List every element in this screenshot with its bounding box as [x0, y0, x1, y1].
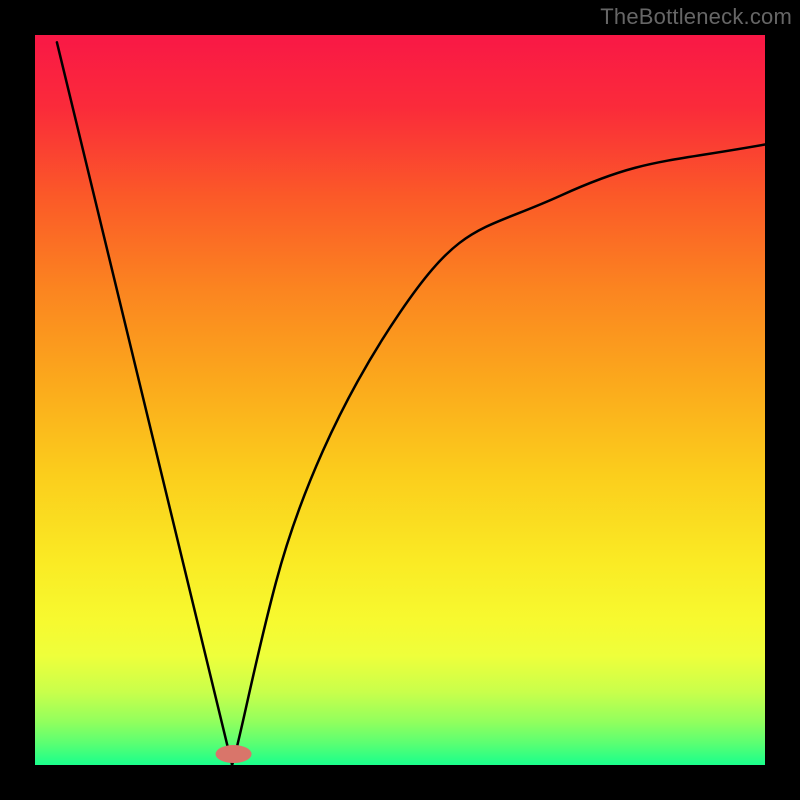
watermark-text: TheBottleneck.com [600, 4, 792, 30]
minimum-marker [216, 745, 252, 763]
chart-container: TheBottleneck.com [0, 0, 800, 800]
bottleneck-chart [0, 0, 800, 800]
